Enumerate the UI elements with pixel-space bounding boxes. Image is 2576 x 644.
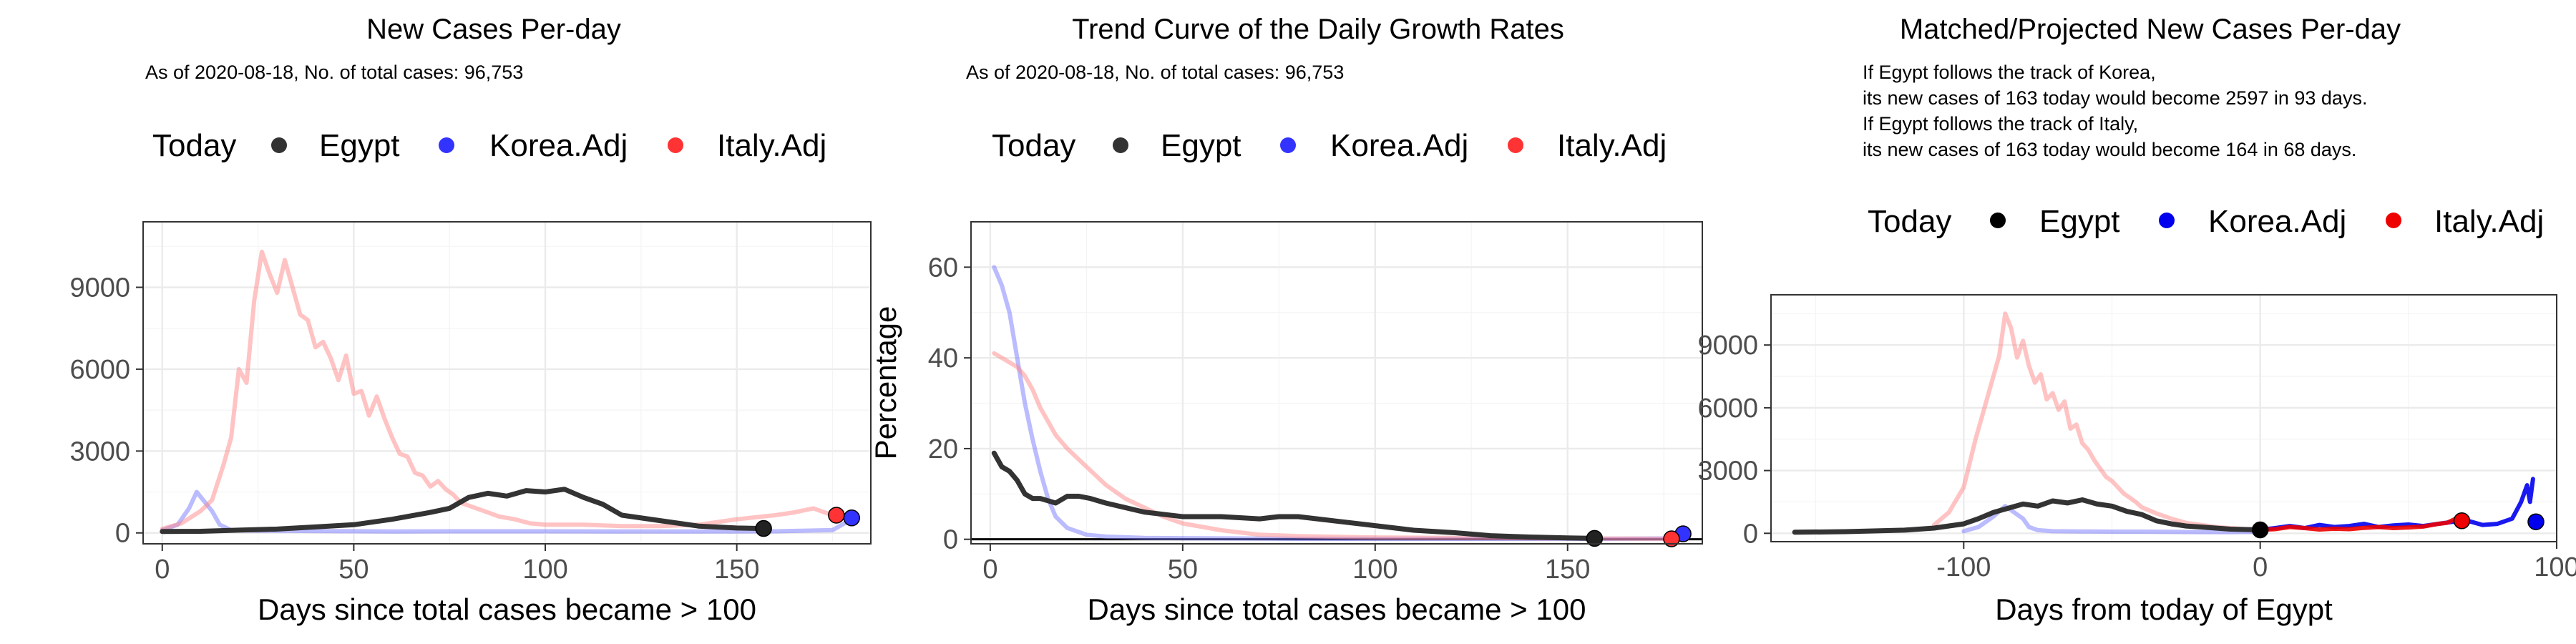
y-tick-label: 60 [928, 253, 958, 283]
y-tick-label: 6000 [1697, 394, 1758, 424]
y-tick-label: 0 [1743, 519, 1758, 549]
chart-title: New Cases Per-day [366, 14, 621, 45]
x-axis-title: Days from today of Egypt [1995, 592, 2333, 626]
legend-label-italy: Italy.Adj [717, 128, 826, 163]
chart-title: Trend Curve of the Daily Growth Rates [1072, 14, 1564, 45]
x-axis-title: Days since total cases became > 100 [258, 592, 756, 626]
legend: Today Egypt Korea.Adj Italy.Adj [152, 128, 826, 163]
legend-title: Today [1868, 204, 1951, 239]
y-tick-label: 3000 [1697, 457, 1758, 487]
projection-line-4: its new cases of 163 today would become … [1863, 139, 2356, 160]
y-tick-label: 3000 [69, 436, 130, 467]
legend: Today Egypt Korea.Adj Italy.Adj [1868, 204, 2544, 239]
legend-title: Today [992, 128, 1075, 163]
legend-key-korea [2159, 213, 2175, 228]
chart-matched-projected-cases: Matched/Projected New Cases Per-day If E… [1697, 14, 2576, 626]
y-tick-label: 9000 [1697, 331, 1758, 361]
y-tick-label: 0 [943, 525, 958, 555]
today-point-italy-adj [829, 507, 844, 523]
legend-label-egypt: Egypt [1161, 128, 1241, 163]
legend-key-italy [2386, 213, 2401, 228]
today-point-egypt [2253, 522, 2268, 538]
x-tick-label: 50 [1168, 555, 1198, 585]
legend-key-egypt [271, 137, 287, 153]
chart-title: Matched/Projected New Cases Per-day [1900, 14, 2401, 45]
legend-label-egypt: Egypt [319, 128, 400, 163]
plot-area [143, 222, 871, 544]
legend-label-korea: Korea.Adj [2208, 204, 2346, 239]
today-point-italy-adj [2454, 513, 2469, 529]
projection-line-3: If Egypt follows the track of Italy, [1863, 113, 2138, 135]
y-tick-label: 20 [928, 434, 958, 464]
x-tick-label: 100 [2534, 552, 2576, 582]
x-tick-label: 50 [338, 555, 369, 585]
projection-line-1: If Egypt follows the track of Korea, [1863, 62, 2156, 83]
legend-key-italy [668, 137, 683, 153]
legend-key-korea [439, 137, 454, 153]
x-tick-label: 150 [1545, 555, 1590, 585]
x-tick-label: 0 [982, 555, 997, 585]
y-tick-label: 40 [928, 343, 958, 374]
projection-line-2: its new cases of 163 today would become … [1863, 87, 2367, 109]
chart-new-cases-per-day: New Cases Per-day As of 2020-08-18, No. … [69, 14, 871, 626]
today-point-korea-adj [2528, 514, 2544, 530]
legend-label-korea: Korea.Adj [1330, 128, 1468, 163]
y-tick-label: 9000 [69, 273, 130, 303]
plot-background [1771, 295, 2557, 542]
legend-title: Today [152, 128, 236, 163]
x-tick-label: 100 [522, 555, 567, 585]
legend-key-italy [1508, 137, 1523, 153]
legend-label-korea: Korea.Adj [489, 128, 628, 163]
legend-key-korea [1280, 137, 1296, 153]
chart-subtitle: As of 2020-08-18, No. of total cases: 96… [145, 62, 523, 83]
x-tick-label: 150 [714, 555, 759, 585]
x-tick-label: -100 [1936, 552, 1991, 582]
legend-key-egypt [1113, 137, 1128, 153]
x-tick-label: 0 [155, 555, 170, 585]
x-tick-label: 0 [2253, 552, 2268, 582]
legend-label-italy: Italy.Adj [2434, 204, 2544, 239]
today-point-korea-adj [844, 510, 859, 526]
y-tick-label: 6000 [69, 355, 130, 385]
x-tick-label: 100 [1352, 555, 1397, 585]
chart-daily-growth-rates: Trend Curve of the Daily Growth Rates As… [869, 14, 1702, 626]
legend-label-egypt: Egypt [2039, 204, 2120, 239]
x-axis-title: Days since total cases became > 100 [1088, 592, 1586, 626]
today-point-egypt [756, 521, 771, 537]
legend: Today Egypt Korea.Adj Italy.Adj [992, 128, 1667, 163]
chart-subtitle: As of 2020-08-18, No. of total cases: 96… [966, 62, 1344, 83]
legend-key-egypt [1990, 213, 2006, 228]
legend-label-italy: Italy.Adj [1557, 128, 1667, 163]
y-tick-label: 0 [115, 519, 130, 549]
y-axis-title: Percentage [869, 306, 902, 460]
plot-area [1771, 295, 2557, 542]
plot-area [971, 222, 1702, 547]
